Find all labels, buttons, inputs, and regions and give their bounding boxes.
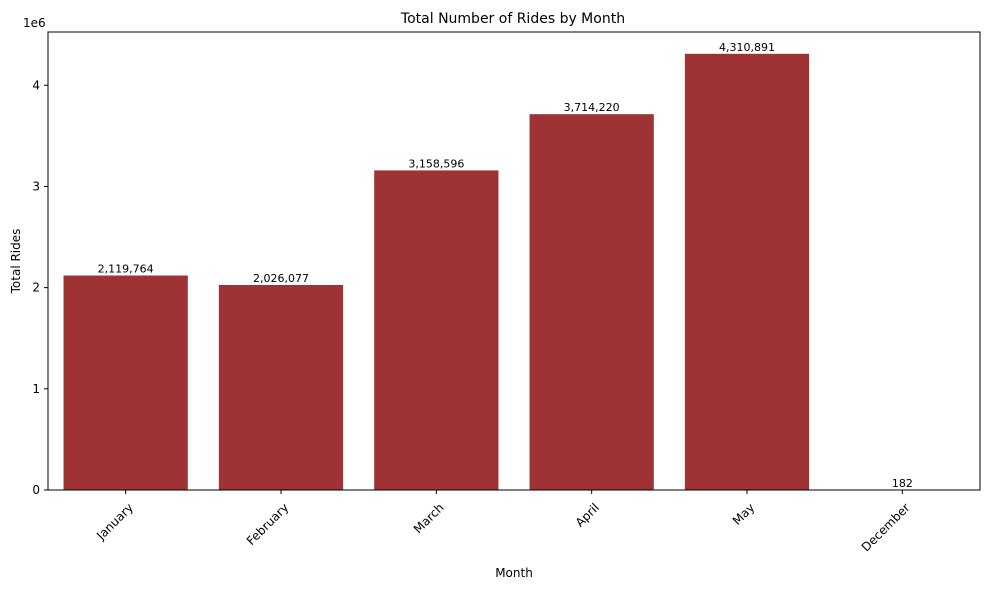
bar-april xyxy=(529,114,654,490)
x-axis-label: Month xyxy=(495,566,533,580)
y-ticks-group: 0 1 2 3 4 xyxy=(32,78,48,497)
x-tick-label-december: December xyxy=(859,500,913,554)
y-tick-label: 4 xyxy=(32,78,40,92)
x-tick-label-april: April xyxy=(573,500,602,529)
bar-january xyxy=(63,275,188,490)
y-scale-label: 1e6 xyxy=(23,16,46,30)
bars-group xyxy=(63,53,965,490)
data-label-january: 2,119,764 xyxy=(98,263,154,276)
bar-may xyxy=(684,53,810,490)
x-tick-label-february: February xyxy=(244,500,292,548)
y-tick-label: 3 xyxy=(32,179,40,193)
x-tick-label-march: March xyxy=(411,500,447,536)
x-tick-label-january: January xyxy=(93,500,136,543)
bar-labels-group: 2,119,764 2,026,077 3,158,596 3,714,220 4,31… xyxy=(98,41,913,490)
data-label-february: 2,026,077 xyxy=(253,272,309,285)
bar-march xyxy=(374,170,499,490)
y-axis-label: Total Rides xyxy=(9,229,23,295)
bar-february xyxy=(218,284,344,490)
x-tick-label-may: May xyxy=(730,500,757,527)
data-label-may: 4,310,891 xyxy=(719,41,775,54)
data-label-april: 3,714,220 xyxy=(564,101,620,114)
y-tick-label: 2 xyxy=(32,281,40,295)
plot-frame xyxy=(47,31,981,491)
data-label-december: 182 xyxy=(892,477,913,490)
data-label-march: 3,158,596 xyxy=(408,157,464,170)
y-tick-label: 1 xyxy=(32,382,40,396)
y-tick-label: 0 xyxy=(32,483,40,497)
x-ticks-group: January February March April May December xyxy=(93,490,913,554)
chart-title: Total Number of Rides by Month xyxy=(400,11,625,27)
